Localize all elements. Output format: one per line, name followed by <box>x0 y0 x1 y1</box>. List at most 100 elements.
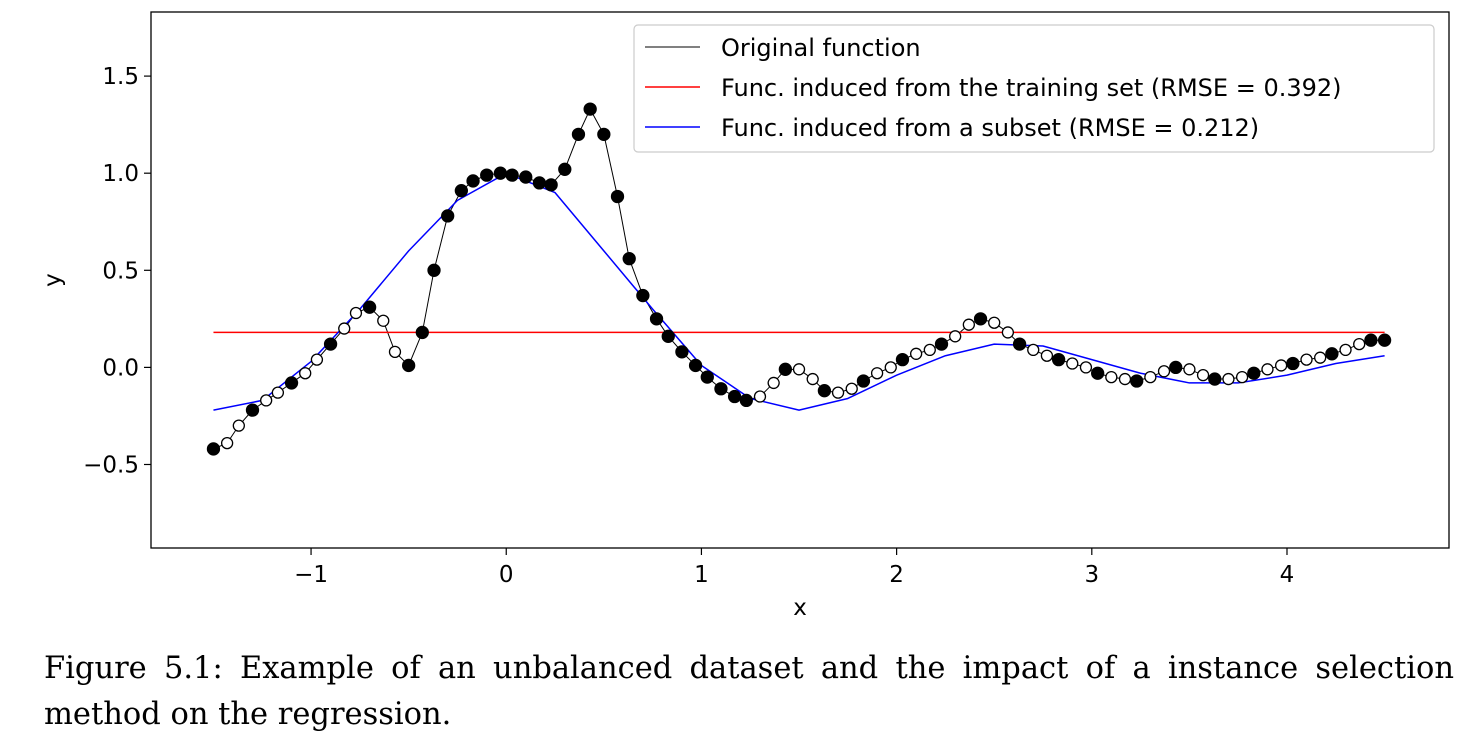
data-point-unselected <box>1001 326 1015 339</box>
data-point-unselected <box>806 372 819 386</box>
data-point-selected <box>284 376 299 390</box>
data-point-selected <box>622 251 636 266</box>
data-point-unselected <box>831 386 845 399</box>
data-point-selected <box>934 337 949 351</box>
data-point-selected <box>323 337 338 351</box>
legend: Original function Func. induced from the… <box>633 24 1435 153</box>
figure-caption: Figure 5.1: Example of an unbalanced dat… <box>44 651 1454 732</box>
series-line-original <box>213 108 1385 450</box>
data-point-selected <box>1130 374 1144 388</box>
data-point-unselected <box>299 367 312 380</box>
data-point-unselected <box>909 347 923 360</box>
x-tick-label: 0 <box>499 562 514 588</box>
y-axis: −0.5 0.0 0.5 1.0 1.5 <box>83 64 151 478</box>
data-point-unselected <box>310 353 324 366</box>
x-tick-label: 2 <box>889 562 904 588</box>
legend-label-original: Original function <box>721 34 921 62</box>
data-point-selected <box>1364 333 1378 347</box>
x-tick-label: 3 <box>1084 562 1099 588</box>
data-point-selected <box>466 174 480 188</box>
data-point-selected <box>427 263 441 277</box>
data-point-selected <box>700 370 714 384</box>
data-point-selected <box>1051 352 1066 367</box>
data-point-selected <box>583 102 597 116</box>
data-point-selected <box>675 345 689 359</box>
data-point-unselected <box>1040 349 1054 362</box>
data-point-unselected <box>377 314 390 327</box>
data-point-unselected <box>1079 361 1093 374</box>
plot-area <box>206 102 1392 456</box>
data-point-selected <box>245 403 260 417</box>
data-point-selected <box>895 352 910 367</box>
data-point-selected <box>973 312 988 326</box>
data-point-selected <box>649 312 664 326</box>
data-point-unselected <box>962 318 975 331</box>
data-point-selected <box>714 382 728 396</box>
x-axis-label: x <box>793 595 807 621</box>
data-point-unselected <box>1339 343 1352 357</box>
data-point-selected <box>688 358 703 373</box>
data-point-unselected <box>271 386 285 399</box>
data-point-selected <box>1208 372 1222 386</box>
y-tick-label: 1.0 <box>102 161 139 187</box>
data-point-selected <box>739 393 753 408</box>
y-tick-label: 0.5 <box>102 258 139 284</box>
x-tick-label: −1 <box>294 562 328 588</box>
data-point-unselected <box>753 390 767 403</box>
series-line-subset <box>213 172 1385 411</box>
y-axis-label: y <box>40 273 66 287</box>
data-point-unselected <box>1027 343 1040 357</box>
x-axis: −1 0 1 2 3 4 <box>294 548 1294 588</box>
data-point-unselected <box>220 436 234 450</box>
data-point-selected <box>493 166 508 180</box>
data-point-unselected <box>1196 369 1210 382</box>
data-point-selected <box>1169 360 1183 375</box>
data-point-selected <box>636 288 650 303</box>
data-point-unselected <box>870 367 884 380</box>
data-point-unselected <box>845 382 858 395</box>
data-point-selected <box>661 329 675 343</box>
data-point-unselected <box>884 361 897 374</box>
data-point-unselected <box>1105 370 1118 384</box>
data-point-selected <box>362 300 377 314</box>
data-point-selected <box>441 209 455 223</box>
data-point-selected <box>1377 333 1392 347</box>
data-point-selected <box>505 168 519 182</box>
data-point-unselected <box>767 376 780 390</box>
legend-label-subset: Func. induced from a subset (RMSE = 0.21… <box>721 114 1259 142</box>
data-point-unselected <box>949 330 962 343</box>
data-point-selected <box>206 442 221 456</box>
data-point-unselected <box>1118 372 1132 386</box>
data-point-selected <box>1091 366 1105 380</box>
x-tick-label: 4 <box>1280 562 1295 588</box>
data-point-selected <box>454 184 469 198</box>
data-point-selected <box>544 178 558 192</box>
y-tick-label: 0.0 <box>102 355 139 381</box>
data-point-unselected <box>1314 351 1327 364</box>
data-point-selected <box>817 384 832 398</box>
data-point-selected <box>597 127 611 142</box>
chart: −1 0 1 2 3 4 −0.5 0.0 0.5 1.0 1.5 x y Original fu… <box>40 11 1450 621</box>
data-point-selected <box>571 127 586 142</box>
data-point-unselected <box>1274 359 1288 372</box>
data-point-unselected <box>923 343 936 357</box>
y-tick-label: −0.5 <box>83 452 139 478</box>
data-point-unselected <box>1300 353 1313 366</box>
plot-frame <box>150 11 1450 549</box>
legend-box <box>633 24 1435 153</box>
data-point-unselected <box>792 363 806 376</box>
data-point-selected <box>480 168 494 182</box>
data-point-unselected <box>338 322 351 335</box>
data-point-unselected <box>1183 363 1196 376</box>
data-point-selected <box>415 325 429 340</box>
data-point-selected <box>1012 337 1027 351</box>
data-point-unselected <box>388 345 402 359</box>
data-point-selected <box>401 358 416 373</box>
data-point-selected <box>1247 366 1261 380</box>
data-point-selected <box>778 362 793 376</box>
data-point-selected <box>558 162 572 176</box>
data-point-selected <box>519 170 533 184</box>
data-point-unselected <box>1235 370 1249 384</box>
data-point-unselected <box>1222 372 1235 386</box>
data-point-selected <box>856 374 871 388</box>
